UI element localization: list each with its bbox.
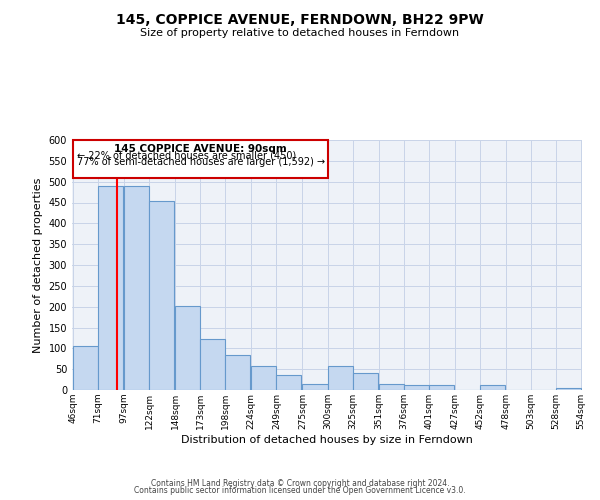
Bar — [302, 384, 328, 390]
Bar — [200, 339, 226, 390]
Bar — [328, 366, 353, 390]
Bar — [226, 356, 250, 390]
Bar — [480, 386, 505, 390]
Bar — [404, 385, 428, 390]
Bar — [277, 374, 301, 390]
Text: Size of property relative to detached houses in Ferndown: Size of property relative to detached ho… — [140, 28, 460, 38]
Bar — [379, 384, 404, 390]
Bar — [124, 186, 149, 390]
Bar — [175, 306, 200, 390]
Bar — [98, 186, 123, 390]
Bar — [428, 386, 454, 390]
X-axis label: Distribution of detached houses by size in Ferndown: Distribution of detached houses by size … — [181, 434, 473, 444]
Text: ← 22% of detached houses are smaller (450): ← 22% of detached houses are smaller (45… — [77, 151, 296, 161]
Bar — [251, 366, 277, 390]
Bar — [556, 388, 581, 390]
Text: Contains public sector information licensed under the Open Government Licence v3: Contains public sector information licen… — [134, 486, 466, 495]
Text: 145 COPPICE AVENUE: 90sqm: 145 COPPICE AVENUE: 90sqm — [114, 144, 287, 154]
Text: Contains HM Land Registry data © Crown copyright and database right 2024.: Contains HM Land Registry data © Crown c… — [151, 478, 449, 488]
Bar — [73, 346, 98, 390]
Bar — [149, 201, 174, 390]
Text: 77% of semi-detached houses are larger (1,592) →: 77% of semi-detached houses are larger (… — [77, 157, 325, 167]
Text: 145, COPPICE AVENUE, FERNDOWN, BH22 9PW: 145, COPPICE AVENUE, FERNDOWN, BH22 9PW — [116, 12, 484, 26]
Y-axis label: Number of detached properties: Number of detached properties — [33, 178, 43, 352]
Bar — [353, 374, 377, 390]
Bar — [73, 140, 328, 177]
